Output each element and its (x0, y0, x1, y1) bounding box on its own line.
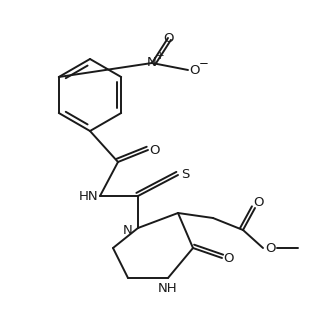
Text: S: S (181, 169, 189, 181)
Text: HN: HN (78, 190, 98, 202)
Text: O: O (150, 144, 160, 156)
Text: O: O (163, 31, 173, 45)
Text: −: − (199, 57, 209, 71)
Text: O: O (224, 252, 234, 264)
Text: NH: NH (158, 282, 178, 296)
Text: N: N (147, 56, 157, 70)
Text: O: O (254, 196, 264, 210)
Text: +: + (156, 51, 164, 61)
Text: O: O (190, 64, 200, 76)
Text: O: O (265, 241, 275, 255)
Text: N: N (123, 224, 133, 237)
